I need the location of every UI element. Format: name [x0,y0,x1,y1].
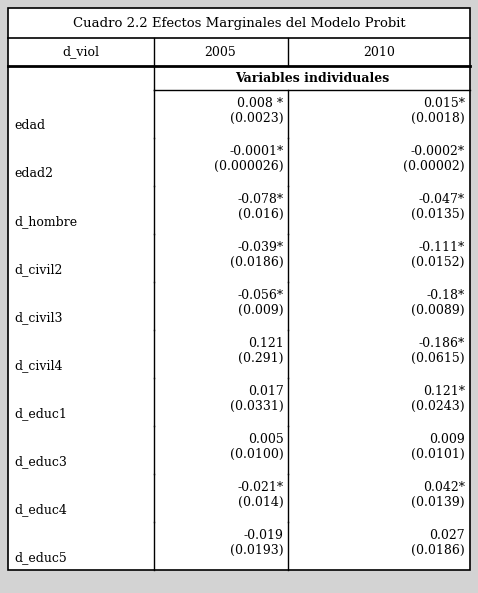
Text: (0.0186): (0.0186) [230,256,283,269]
Text: (0.0243): (0.0243) [412,400,465,413]
Text: -0.056*: -0.056* [238,289,283,302]
Text: d_educ1: d_educ1 [14,407,67,420]
Text: edad2: edad2 [14,167,53,180]
Text: 0.042*: 0.042* [423,481,465,494]
Text: -0.039*: -0.039* [238,241,283,254]
Text: 0.121*: 0.121* [423,385,465,398]
Text: d_educ4: d_educ4 [14,503,67,516]
Text: edad: edad [14,119,45,132]
Text: Variables individuales: Variables individuales [235,72,389,84]
Text: (0.0089): (0.0089) [412,304,465,317]
Text: -0.186*: -0.186* [419,337,465,350]
Text: 0.005: 0.005 [248,433,283,446]
Text: (0.016): (0.016) [238,208,283,221]
Text: d_educ3: d_educ3 [14,455,67,468]
Text: (0.0135): (0.0135) [412,208,465,221]
Text: 0.027: 0.027 [429,529,465,542]
Text: -0.0001*: -0.0001* [229,145,283,158]
Text: -0.111*: -0.111* [419,241,465,254]
Text: -0.18*: -0.18* [427,289,465,302]
Text: 2010: 2010 [363,46,395,59]
Text: (0.014): (0.014) [238,496,283,509]
Text: 0.121: 0.121 [248,337,283,350]
Text: (0.0152): (0.0152) [412,256,465,269]
Text: -0.0002*: -0.0002* [411,145,465,158]
Text: -0.047*: -0.047* [419,193,465,206]
Text: (0.0018): (0.0018) [411,112,465,125]
Text: d_civil2: d_civil2 [14,263,62,276]
Text: d_educ5: d_educ5 [14,551,67,564]
Text: (0.0331): (0.0331) [230,400,283,413]
Text: 0.008 *: 0.008 * [238,97,283,110]
Text: (0.00002): (0.00002) [403,160,465,173]
Text: (0.000026): (0.000026) [214,160,283,173]
Text: d_civil3: d_civil3 [14,311,63,324]
Text: (0.0101): (0.0101) [411,448,465,461]
Text: -0.019: -0.019 [244,529,283,542]
Text: (0.0186): (0.0186) [411,544,465,557]
Text: (0.0100): (0.0100) [230,448,283,461]
Text: d_civil4: d_civil4 [14,359,63,372]
Text: 2005: 2005 [205,46,237,59]
Text: 0.009: 0.009 [429,433,465,446]
Text: -0.078*: -0.078* [238,193,283,206]
Text: d_hombre: d_hombre [14,215,77,228]
Text: d_viol: d_viol [62,46,99,59]
Text: (0.0023): (0.0023) [230,112,283,125]
Text: 0.015*: 0.015* [423,97,465,110]
Text: 0.017: 0.017 [248,385,283,398]
Text: (0.0139): (0.0139) [412,496,465,509]
Text: Cuadro 2.2 Efectos Marginales del Modelo Probit: Cuadro 2.2 Efectos Marginales del Modelo… [73,17,405,30]
Text: (0.009): (0.009) [238,304,283,317]
Text: (0.0193): (0.0193) [230,544,283,557]
Text: (0.291): (0.291) [238,352,283,365]
Text: -0.021*: -0.021* [238,481,283,494]
Text: (0.0615): (0.0615) [412,352,465,365]
